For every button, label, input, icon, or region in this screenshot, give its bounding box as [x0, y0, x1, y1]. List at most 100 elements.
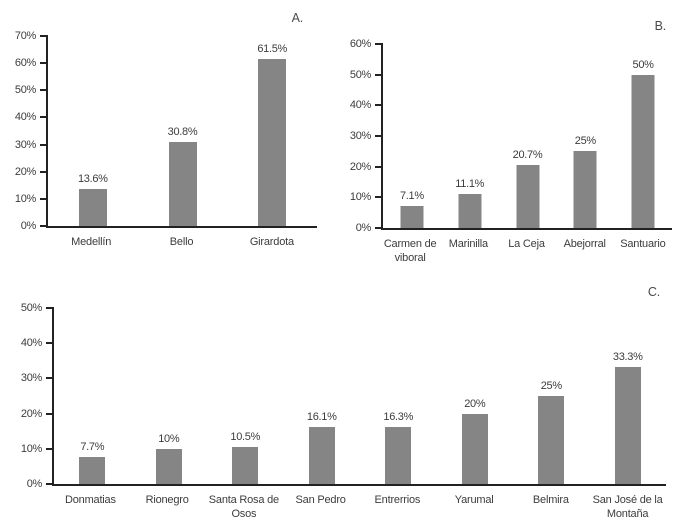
y-tick-mark	[40, 225, 48, 227]
bar	[155, 448, 182, 484]
category-labels: Carmen de viboral Marinilla La Ceja Abejorr…	[381, 237, 672, 266]
bar-slot: 16.1%	[284, 308, 361, 484]
y-tick-mark	[40, 170, 48, 173]
bar-value-label: 7.1%	[399, 190, 424, 203]
category-label: Marinilla	[448, 238, 488, 250]
bar	[573, 151, 597, 228]
chart-body-c: 0% 10% 20% 30% 40% 50% 7.7% 10% 10.5% 16.1% 16.3%…	[14, 302, 666, 522]
y-tick-mark	[40, 62, 48, 65]
y-tick-mark	[40, 35, 48, 37]
y-axis-labels: 0% 10% 20% 30% 40% 50%	[14, 302, 52, 490]
plot-wrap: 7.1% 11.1% 20.7% 25% 50% Carmen de viboral Ma…	[375, 43, 672, 266]
chart-panel-a: A. 0% 10% 20% 30% 40% 50% 60% 70% 13.6% 30.8% 61.…	[8, 6, 318, 274]
bar	[308, 427, 335, 484]
category-label: Santa Rosa de Osos	[208, 494, 279, 521]
y-tick-mark	[46, 447, 54, 450]
category-label: Yarumal	[454, 494, 494, 506]
y-tick-label: 50%	[349, 68, 372, 81]
bar-value-label: 50%	[632, 58, 654, 71]
y-tick-mark	[375, 135, 384, 137]
y-tick-mark	[46, 483, 54, 485]
bar-slot: 61.5%	[227, 36, 317, 226]
bar-slot: 10.5%	[207, 308, 284, 484]
bar	[168, 142, 197, 226]
bar-slot: 7.7%	[54, 308, 131, 484]
y-tick-label: 20%	[20, 407, 42, 420]
category-label: Carmen de viboral	[383, 238, 437, 265]
y-tick-label: 40%	[14, 111, 36, 124]
y-tick-mark	[46, 377, 54, 380]
y-axis-labels: 0% 10% 20% 30% 40% 50% 60% 70%	[8, 30, 46, 232]
y-tick-label: 50%	[20, 302, 42, 314]
y-tick-label: 50%	[14, 84, 36, 97]
y-tick-label: 30%	[349, 130, 372, 142]
bar	[516, 164, 540, 228]
bar-value-label: 33.3%	[612, 350, 643, 363]
y-tick-label: 70%	[14, 30, 36, 42]
bar	[79, 456, 106, 484]
bar-value-label: 10%	[158, 432, 180, 445]
category-label: Santuario	[620, 238, 666, 250]
y-tick-mark	[40, 197, 48, 200]
bar-value-label: 20.7%	[512, 148, 543, 161]
bar-value-label: 20%	[464, 397, 486, 410]
y-tick-label: 60%	[14, 57, 36, 70]
category-label: Donmatias	[64, 494, 116, 506]
category-label: Rionegro	[145, 494, 189, 506]
category-labels: Donmatias Rionegro Santa Rosa de Osos San P…	[52, 493, 666, 522]
bar	[258, 59, 287, 226]
y-tick-label: 40%	[20, 337, 42, 350]
plot-wrap: 13.6% 30.8% 61.5% Medellín Bello Girardota	[40, 35, 318, 249]
plot-wrap: 7.7% 10% 10.5% 16.1% 16.3% 20% 25% 33.3% Donmat…	[46, 307, 666, 522]
bar-slot: 20.7%	[499, 44, 557, 228]
bar-slot: 13.6%	[48, 36, 138, 226]
bar-slot: 16.3%	[360, 308, 437, 484]
y-tick-label: 60%	[349, 38, 372, 50]
y-tick-label: 0%	[26, 478, 43, 490]
y-tick-label: 10%	[20, 442, 42, 455]
bar	[78, 189, 107, 226]
y-tick-label: 30%	[14, 138, 36, 151]
y-tick-mark	[40, 143, 48, 146]
y-tick-mark	[375, 43, 384, 45]
chart-body-a: 0% 10% 20% 30% 40% 50% 60% 70% 13.6% 30.8% 61.5% …	[8, 30, 318, 249]
bar	[458, 193, 482, 228]
bar-slot: 11.1%	[441, 44, 499, 228]
category-label: La Ceja	[508, 238, 545, 250]
bar-slot: 30.8%	[138, 36, 228, 226]
y-tick-label: 20%	[349, 160, 372, 173]
bar-value-label: 25%	[540, 380, 562, 392]
category-label: San Pedro	[295, 494, 346, 506]
panel-label-c: C.	[647, 285, 660, 299]
bar-value-label: 11.1%	[455, 177, 485, 190]
bar-value-label: 10.5%	[230, 431, 261, 444]
y-tick-label: 0%	[355, 222, 372, 234]
bar-value-label: 25%	[574, 135, 596, 148]
y-tick-mark	[375, 73, 384, 76]
bar	[232, 447, 259, 484]
bar	[538, 396, 565, 484]
category-label: Entrerrios	[374, 494, 421, 506]
chart-panel-c: C. 0% 10% 20% 30% 40% 50% 7.7% 10% 10.5% 16.1% 16…	[14, 284, 666, 522]
plot-area: 13.6% 30.8% 61.5%	[40, 35, 318, 228]
bar-slot: 50%	[614, 44, 672, 228]
y-tick-mark	[40, 89, 48, 92]
y-tick-mark	[375, 227, 384, 229]
category-label: Abejorral	[563, 238, 606, 250]
bar	[631, 74, 655, 228]
y-tick-mark	[375, 196, 384, 199]
y-tick-mark	[375, 104, 384, 107]
bar-value-label: 13.6%	[77, 173, 108, 186]
y-tick-label: 20%	[14, 165, 36, 178]
y-tick-mark	[375, 165, 384, 168]
y-tick-label: 10%	[349, 191, 372, 204]
y-tick-mark	[40, 116, 48, 119]
bar-slot: 25%	[513, 308, 590, 484]
bar-slot: 25%	[556, 44, 614, 228]
y-tick-label: 40%	[349, 99, 372, 112]
category-label: Girardota	[249, 236, 294, 248]
bar-slot: 7.1%	[383, 44, 441, 228]
plot-area: 7.1% 11.1% 20.7% 25% 50%	[375, 43, 672, 230]
bar-value-label: 30.8%	[167, 126, 198, 139]
